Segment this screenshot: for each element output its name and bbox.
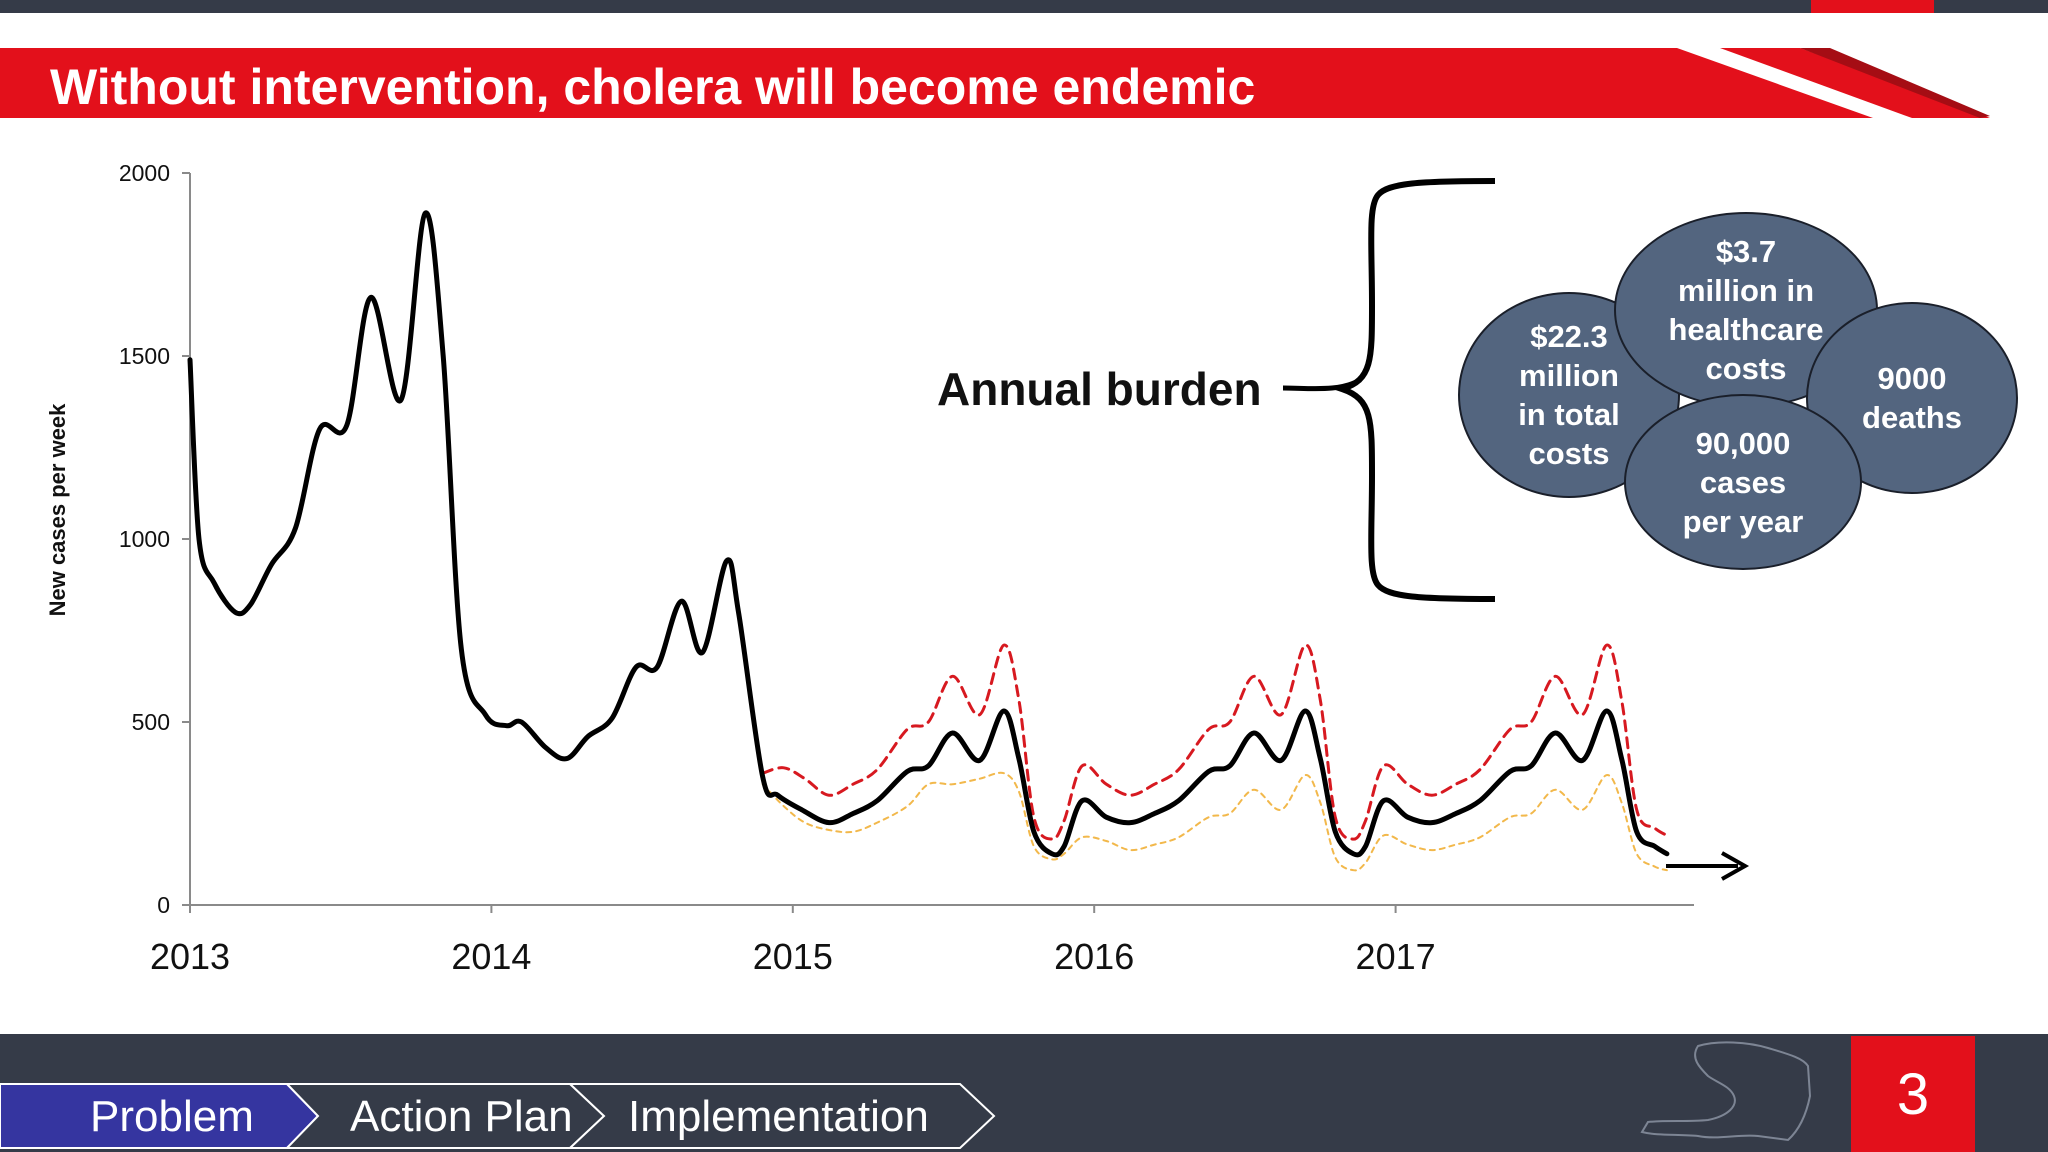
slide-title: Without intervention, cholera will becom… <box>50 59 1256 115</box>
y-tick-label: 2000 <box>119 160 170 186</box>
series-observed-line <box>187 210 1670 858</box>
y-tick-label: 1000 <box>119 526 170 552</box>
title-banner <box>0 48 1990 118</box>
y-tick-label: 1500 <box>119 343 170 369</box>
x-tick-label: 2015 <box>753 936 833 977</box>
curly-brace-icon <box>1332 178 1496 602</box>
top-accent <box>1811 0 1934 13</box>
nav-problem[interactable]: Problem <box>90 1092 254 1141</box>
bubble-cases-per-year: 90,000 cases per year <box>1624 394 1862 570</box>
haiti-map-icon <box>1640 1041 1812 1142</box>
series-layer <box>187 210 1670 872</box>
annual-burden-label: Annual burden <box>937 363 1262 415</box>
series-upper-dashed-line <box>761 643 1669 841</box>
cholera-chart: New cases per week 0 500 1000 1500 2000 2013… <box>45 160 1750 977</box>
y-tick-label: 0 <box>157 892 170 918</box>
nav-action-plan[interactable]: Action Plan <box>350 1092 573 1141</box>
top-bar <box>0 0 2048 13</box>
page-number: 3 <box>1851 1036 1975 1152</box>
y-axis-label: New cases per week <box>45 403 70 617</box>
x-tick-label: 2013 <box>150 936 230 977</box>
x-ticks: 2013 2014 2015 2016 2017 <box>150 905 1436 977</box>
breadcrumb-nav <box>0 1083 996 1149</box>
series-lower-dashed-line <box>761 771 1668 872</box>
trend-arrow-icon <box>1666 851 1750 881</box>
x-tick-label: 2017 <box>1356 936 1436 977</box>
x-tick-label: 2016 <box>1054 936 1134 977</box>
y-tick-label: 500 <box>132 709 170 735</box>
y-ticks: 0 500 1000 1500 2000 <box>119 160 190 918</box>
bubble-healthcare-costs: $3.7 million in healthcare costs <box>1614 212 1878 408</box>
nav-implementation[interactable]: Implementation <box>628 1092 929 1141</box>
x-tick-label: 2014 <box>451 936 531 977</box>
